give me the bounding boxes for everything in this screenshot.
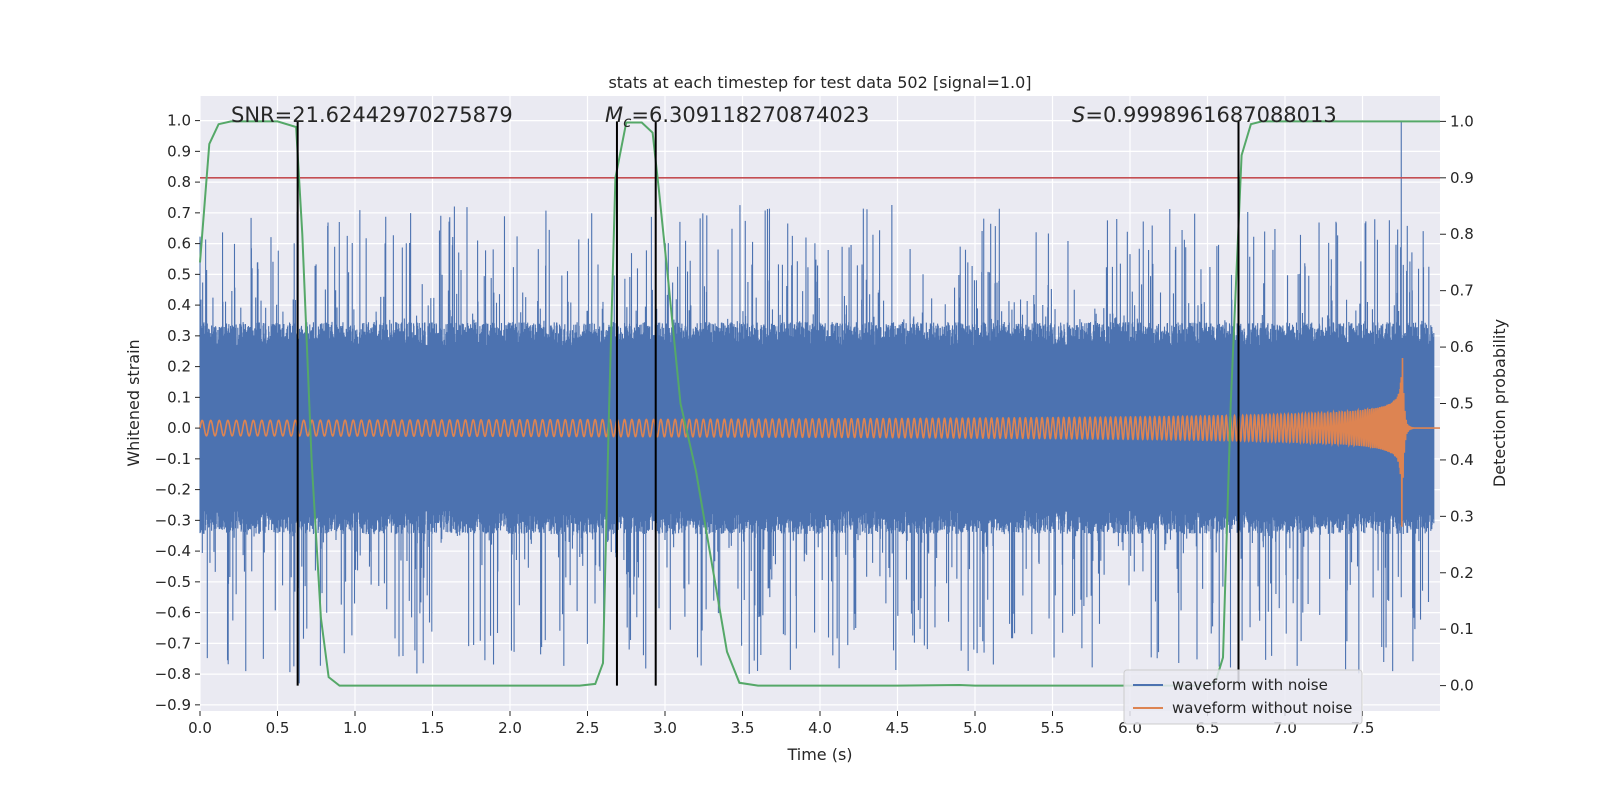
- y2-tick-label: 0.9: [1450, 169, 1474, 187]
- y2-axis-ticks: 1.0 0.9 0.8 0.7 0.6 0.5 0.4 0.3 0.2 0.1 0.0: [1440, 112, 1474, 695]
- y2-tick-label: 0.1: [1450, 620, 1474, 638]
- x-tick-label: 3.5: [731, 719, 755, 737]
- y-tick-label: 0.3: [167, 327, 191, 345]
- y2-tick-label: 0.4: [1450, 451, 1474, 469]
- legend-label-clean: waveform without noise: [1172, 699, 1352, 717]
- y-tick-label: 0.8: [167, 173, 191, 191]
- snr-annotation: SNR=21.62442970275879: [231, 103, 513, 127]
- y2-axis-label: Detection probability: [1490, 319, 1509, 487]
- y2-tick-label: 0.0: [1450, 677, 1474, 695]
- y2-tick-label: 0.3: [1450, 507, 1474, 525]
- legend: waveform with noise waveform without noi…: [1123, 669, 1363, 725]
- y-tick-label: −0.9: [155, 696, 191, 714]
- x-tick-label: 5.5: [1041, 719, 1065, 737]
- significance-annotation: S=0.9998961687088013: [1072, 103, 1337, 127]
- mc-subscript: c: [623, 113, 632, 131]
- y2-tick-label: 0.6: [1450, 338, 1474, 356]
- y-tick-label: 0.4: [167, 296, 191, 314]
- y-tick-label: 0.6: [167, 235, 191, 253]
- y-tick-label: 0.7: [167, 204, 191, 222]
- y2-tick-label: 0.7: [1450, 282, 1474, 300]
- x-tick-label: 2.0: [498, 719, 522, 737]
- y-axis-label: Whitened strain: [124, 339, 143, 466]
- legend-box: [1123, 669, 1363, 725]
- y-tick-label: 0.9: [167, 142, 191, 160]
- x-tick-label: 1.0: [343, 719, 367, 737]
- mc-value: =6.309118270874023: [631, 103, 869, 127]
- x-tick-label: 2.5: [576, 719, 600, 737]
- y-tick-label: −0.8: [155, 665, 191, 683]
- y-tick-label: −0.7: [155, 634, 191, 652]
- chirp-mass-annotation: Mc=6.309118270874023: [605, 103, 869, 131]
- s-symbol: S: [1072, 103, 1085, 127]
- clean-trace: [199, 357, 1441, 527]
- y-tick-label: 1.0: [167, 112, 191, 130]
- y-tick-label: 0.5: [167, 265, 191, 283]
- y-tick-label: −0.4: [155, 542, 191, 560]
- x-tick-label: 1.5: [421, 719, 445, 737]
- mc-symbol: M: [605, 103, 623, 127]
- y2-tick-label: 0.2: [1450, 564, 1474, 582]
- y2-tick-label: 1.0: [1450, 112, 1474, 130]
- x-axis-label: Time (s): [786, 745, 852, 764]
- y-tick-label: −0.5: [155, 573, 191, 591]
- x-tick-label: 4.0: [808, 719, 832, 737]
- y-axis-ticks: 1.0 0.9 0.8 0.7 0.6 0.5 0.4 0.3 0.2 0.1 0.0 −0.1 −0.…: [155, 112, 200, 714]
- y-tick-label: 0.1: [167, 388, 191, 406]
- x-tick-label: 5.0: [963, 719, 987, 737]
- legend-label-noise: waveform with noise: [1172, 676, 1328, 694]
- y-tick-label: −0.1: [155, 450, 191, 468]
- x-tick-label: 0.0: [188, 719, 212, 737]
- y2-tick-label: 0.8: [1450, 225, 1474, 243]
- y-tick-label: 0.2: [167, 358, 191, 376]
- x-tick-label: 4.5: [886, 719, 910, 737]
- y-tick-label: −0.6: [155, 604, 191, 622]
- y-tick-label: −0.2: [155, 481, 191, 499]
- x-tick-label: 0.5: [266, 719, 290, 737]
- s-value: =0.9998961687088013: [1085, 103, 1336, 127]
- y-tick-label: −0.3: [155, 511, 191, 529]
- y-tick-label: 0.0: [167, 419, 191, 437]
- y2-tick-label: 0.5: [1450, 395, 1474, 413]
- series-waveform-without-noise: [199, 357, 1441, 527]
- chart-title: stats at each timestep for test data 502…: [608, 73, 1031, 92]
- detection-markers: [296, 121, 1240, 686]
- x-tick-label: 3.0: [653, 719, 677, 737]
